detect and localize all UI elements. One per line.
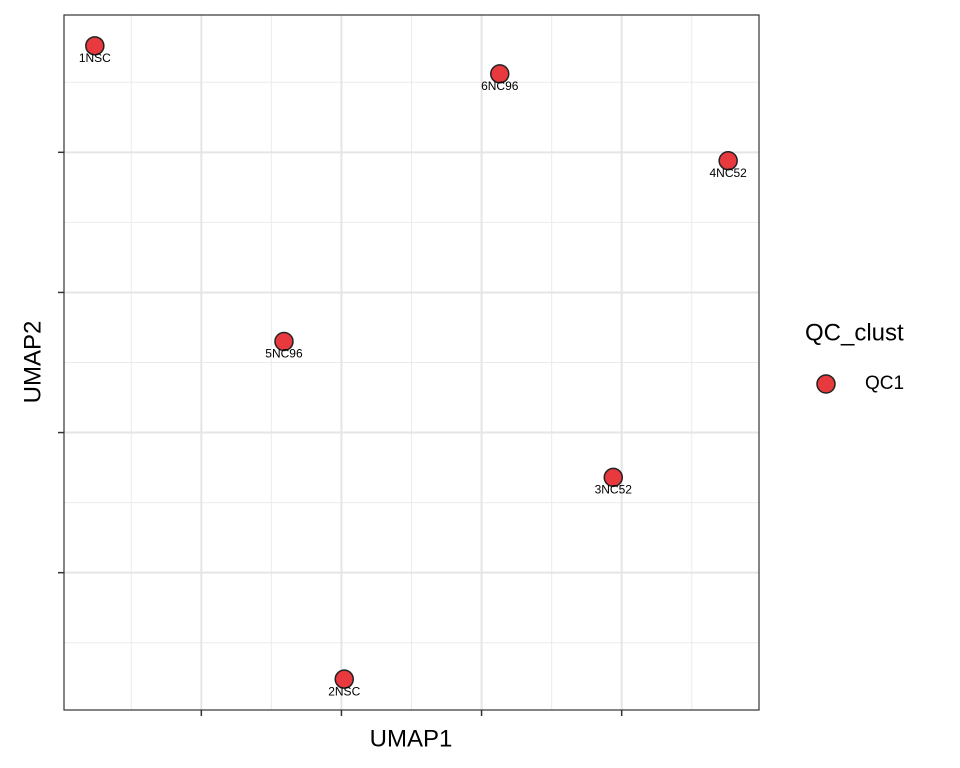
point-label: 2NSC bbox=[328, 684, 360, 698]
point bbox=[274, 331, 294, 352]
point bbox=[718, 150, 738, 171]
marks: 1NSC 6NC96 4NC52 5NC96 3NC52 2NSC bbox=[79, 36, 747, 698]
point bbox=[334, 669, 354, 689]
point-label: 4NC52 bbox=[709, 166, 747, 180]
legend-label: QC1 bbox=[865, 373, 904, 394]
y-axis-label: UMAP2 bbox=[19, 321, 46, 404]
panel-border bbox=[63, 14, 760, 711]
x-axis-label: UMAP1 bbox=[370, 725, 453, 752]
point bbox=[85, 36, 105, 56]
grid bbox=[64, 15, 759, 710]
point-label: 3NC52 bbox=[595, 483, 633, 497]
point-label: 5NC96 bbox=[265, 347, 303, 361]
point-label: 1NSC bbox=[79, 51, 111, 65]
point bbox=[603, 467, 624, 488]
point-label: 6NC96 bbox=[481, 79, 519, 93]
legend-key bbox=[816, 374, 836, 394]
point bbox=[490, 64, 510, 84]
legend-title: QC_clust bbox=[805, 319, 904, 346]
